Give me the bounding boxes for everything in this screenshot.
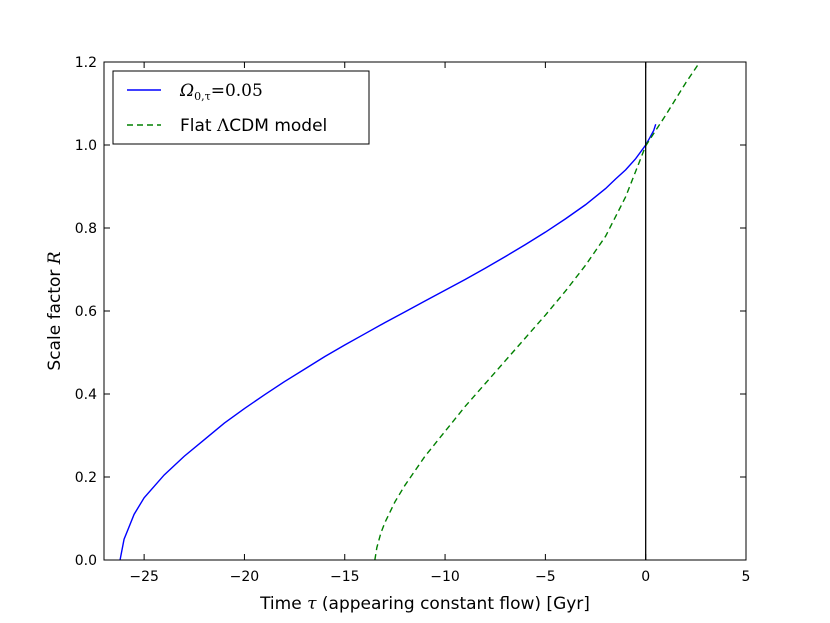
y-tick-label: 0.4: [75, 387, 97, 403]
y-tick-label: 0.0: [75, 553, 97, 569]
x-tick-label: −25: [129, 569, 159, 585]
x-tick-label: 0: [641, 569, 650, 585]
x-tick-label: −5: [535, 569, 556, 585]
y-tick-label: 0.2: [75, 470, 97, 486]
series-line-2: [374, 61, 701, 561]
legend-label-omega: Ω0,τ=0.05: [179, 81, 263, 103]
x-tick-label: −10: [430, 569, 460, 585]
legend-label-lcdm: Flat ΛCDM model: [180, 116, 327, 136]
y-axis-label: Scale factor R: [45, 251, 65, 370]
x-tick-label: −15: [330, 569, 360, 585]
y-tick-label: 1.0: [75, 138, 97, 154]
y-tick-label: 0.6: [75, 304, 97, 320]
x-tick-label: −20: [230, 569, 260, 585]
y-tick-label: 0.8: [75, 221, 97, 237]
plot-area: [104, 62, 746, 560]
legend: Ω0,τ=0.05 Flat ΛCDM model: [112, 70, 370, 145]
tick-layer: −25 −20 −15 −10 −5 0 5 0.0 0.2 0.4 0.6 0.8 1.0 1.2: [75, 55, 751, 585]
x-tick-label: 5: [742, 569, 751, 585]
x-axis-label: Time τ (appearing constant flow) [Gyr]: [259, 594, 590, 614]
series-line-1: [119, 124, 657, 561]
series-layer: [119, 61, 701, 561]
y-tick-label: 1.2: [75, 55, 97, 71]
legend-box: [112, 70, 370, 145]
